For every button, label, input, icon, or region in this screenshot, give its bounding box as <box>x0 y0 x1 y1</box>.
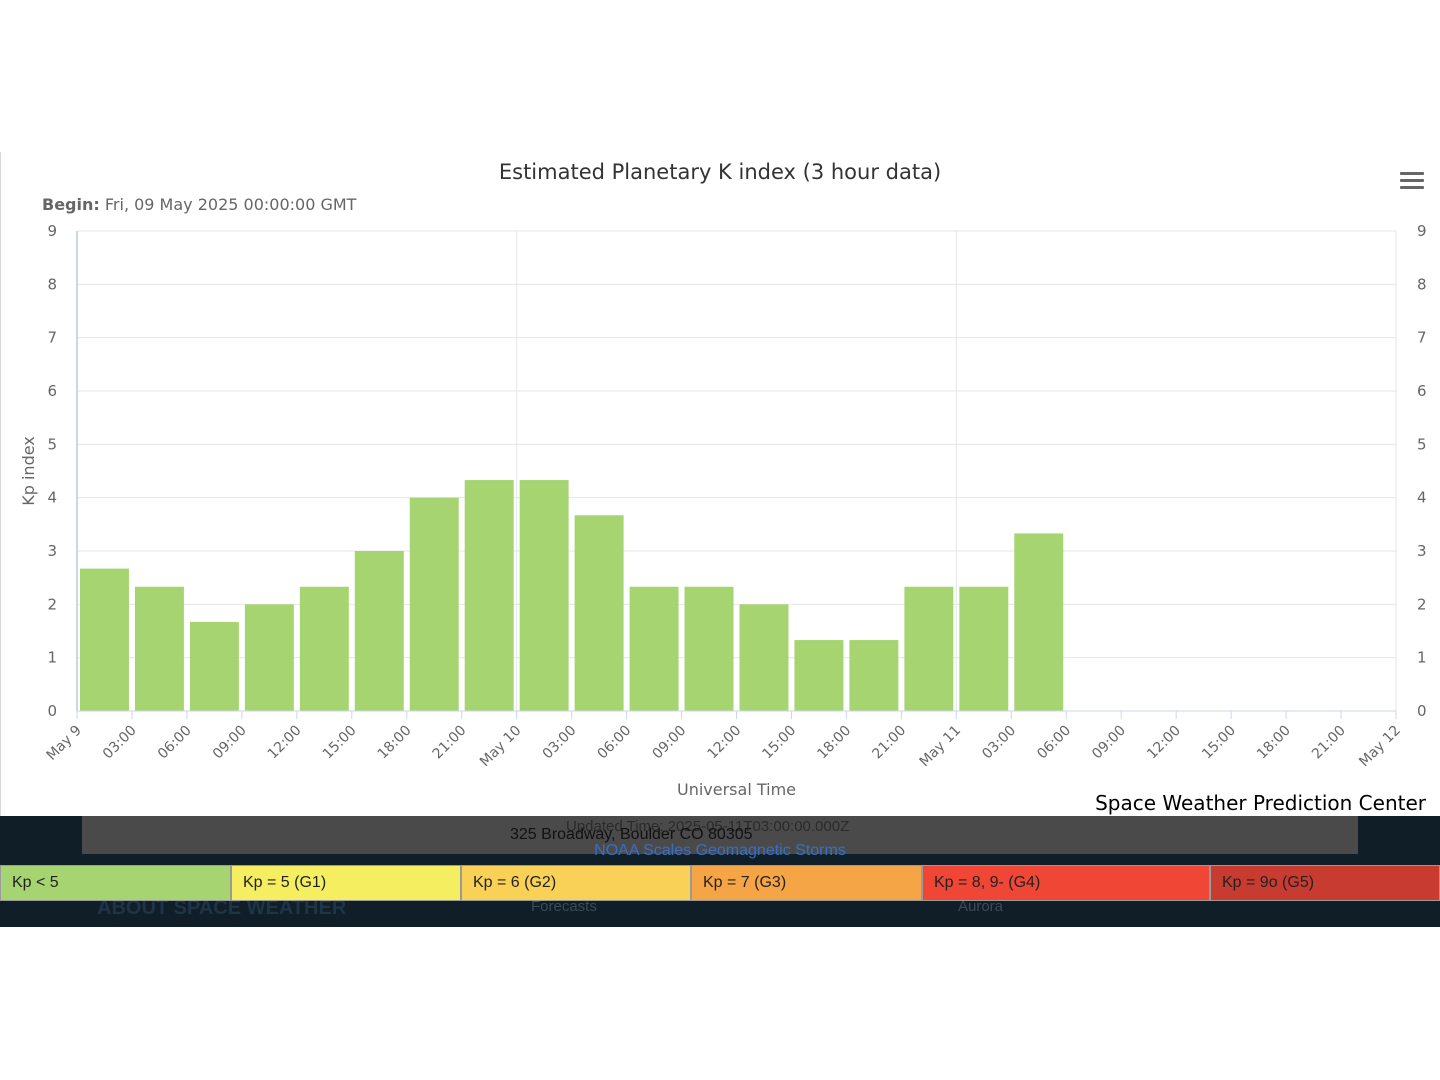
y-tick-label-left: 0 <box>47 702 57 720</box>
y-tick-label-left: 4 <box>47 489 57 507</box>
kp-bar <box>519 480 569 711</box>
y-tick-label-right: 2 <box>1417 595 1427 613</box>
x-tick-label: 15:00 <box>320 723 360 763</box>
begin-label: Begin: <box>42 195 100 214</box>
x-tick-label: 21:00 <box>1309 723 1349 763</box>
kp-bar <box>134 586 184 711</box>
x-tick-label: 03:00 <box>100 723 140 763</box>
begin-value: Fri, 09 May 2025 00:00:00 GMT <box>104 195 357 214</box>
x-tick-label: 15:00 <box>1199 723 1239 763</box>
kp-scale-legend: Kp < 5 Kp = 5 (G1) Kp = 6 (G2) Kp = 7 (G… <box>0 865 1440 901</box>
x-tick-label: 21:00 <box>869 723 909 763</box>
y-tick-label-right: 9 <box>1417 222 1427 240</box>
page-footer-band <box>82 816 1358 854</box>
x-tick-label: 03:00 <box>979 723 1019 763</box>
begin-line: Begin: Fri, 09 May 2025 00:00:00 GMT <box>42 195 356 214</box>
kp-bar <box>739 604 789 711</box>
x-tick-label: 12:00 <box>1144 723 1184 763</box>
y-tick-label-right: 7 <box>1417 329 1427 347</box>
kp-bar <box>409 497 459 711</box>
y-tick-label-right: 5 <box>1417 435 1427 453</box>
bars-layer <box>80 480 1064 711</box>
x-tick-label: May 12 <box>1356 723 1404 771</box>
kp-bar <box>464 480 514 711</box>
hamburger-menu-icon[interactable] <box>1400 172 1424 192</box>
y-tick-label-left: 8 <box>47 275 57 293</box>
x-tick-label: May 10 <box>477 723 525 771</box>
menu-line <box>1400 172 1424 175</box>
forecasts-link[interactable]: Forecasts <box>531 898 597 915</box>
x-tick-label: 06:00 <box>595 723 635 763</box>
kp-bar <box>849 640 899 711</box>
y-tick-label-left: 6 <box>47 382 57 400</box>
kp-bar <box>629 586 679 711</box>
kp-bar <box>959 586 1009 711</box>
y-tick-label-right: 6 <box>1417 382 1427 400</box>
y-tick-label-left: 2 <box>47 595 57 613</box>
legend-kp-below-5: Kp < 5 <box>0 865 231 901</box>
x-tick-label: 21:00 <box>430 723 470 763</box>
legend-kp-8-9-g4: Kp = 8, 9- (G4) <box>922 865 1210 901</box>
x-tick-label: 09:00 <box>1089 723 1129 763</box>
legend-kp-7-g3: Kp = 7 (G3) <box>691 865 922 901</box>
kp-bar <box>904 586 954 711</box>
kp-bar <box>189 621 239 711</box>
chart-title: Estimated Planetary K index (3 hour data… <box>498 160 942 184</box>
x-tick-label: 06:00 <box>1034 723 1074 763</box>
axis-layer <box>76 231 1397 719</box>
y-tick-label-left: 5 <box>47 435 57 453</box>
aurora-link[interactable]: Aurora <box>958 898 1004 915</box>
y-tick-label-right: 3 <box>1417 542 1427 560</box>
x-tick-label: 09:00 <box>210 723 250 763</box>
x-tick-label: 18:00 <box>1254 723 1294 763</box>
y-tick-label-right: 8 <box>1417 275 1427 293</box>
x-tick-label: 12:00 <box>704 723 744 763</box>
labels-layer: 0 0 1 1 2 2 3 3 4 4 5 5 6 6 7 7 8 8 9 9 May 9 03:00 06:00 09:00… <box>19 222 1427 799</box>
legend-kp-9o-g5: Kp = 9o (G5) <box>1210 865 1440 901</box>
kp-bar-chart: 0 0 1 1 2 2 3 3 4 4 5 5 6 6 7 7 8 8 9 9 May 9 03:00 06:00 09:00… <box>19 222 1427 799</box>
y-tick-label-right: 1 <box>1417 649 1427 667</box>
x-tick-label: 15:00 <box>759 723 799 763</box>
kp-bar <box>684 586 734 711</box>
x-tick-label: 03:00 <box>540 723 580 763</box>
x-tick-label: 06:00 <box>155 723 195 763</box>
y-axis-title: Kp index <box>19 436 38 506</box>
kp-bar <box>80 568 129 711</box>
noaa-scales-link[interactable]: NOAA Scales Geomagnetic Storms <box>594 842 846 859</box>
updated-time-text: Updated Time: 2025-05-11T03:00:00.000Z <box>566 818 850 835</box>
chart-credit: Space Weather Prediction Center <box>1095 791 1426 815</box>
menu-line <box>1400 186 1424 189</box>
y-tick-label-left: 3 <box>47 542 57 560</box>
y-tick-label-right: 0 <box>1417 702 1427 720</box>
y-tick-label-left: 7 <box>47 329 57 347</box>
y-tick-label-left: 9 <box>47 222 57 240</box>
address-text: 325 Broadway, Boulder CO 80305 <box>510 826 753 843</box>
kp-bar <box>354 551 404 711</box>
y-tick-label-left: 1 <box>47 649 57 667</box>
kp-bar <box>244 604 294 711</box>
kp-bar <box>1014 533 1064 711</box>
about-space-weather-heading: ABOUT SPACE WEATHER <box>97 897 347 919</box>
x-axis-title: Universal Time <box>677 780 796 799</box>
kp-bar <box>574 515 624 711</box>
y-tick-label-right: 4 <box>1417 489 1427 507</box>
kp-bar <box>794 640 844 711</box>
legend-kp-5-g1: Kp = 5 (G1) <box>231 865 461 901</box>
legend-kp-6-g2: Kp = 6 (G2) <box>461 865 691 901</box>
x-tick-label: 18:00 <box>814 723 854 763</box>
menu-line <box>1400 179 1424 182</box>
x-tick-label: 18:00 <box>375 723 415 763</box>
x-tick-label: 12:00 <box>265 723 305 763</box>
x-tick-label: May 11 <box>917 723 965 771</box>
x-tick-label: May 9 <box>44 723 85 764</box>
kp-bar <box>299 586 349 711</box>
x-tick-label: 09:00 <box>650 723 690 763</box>
